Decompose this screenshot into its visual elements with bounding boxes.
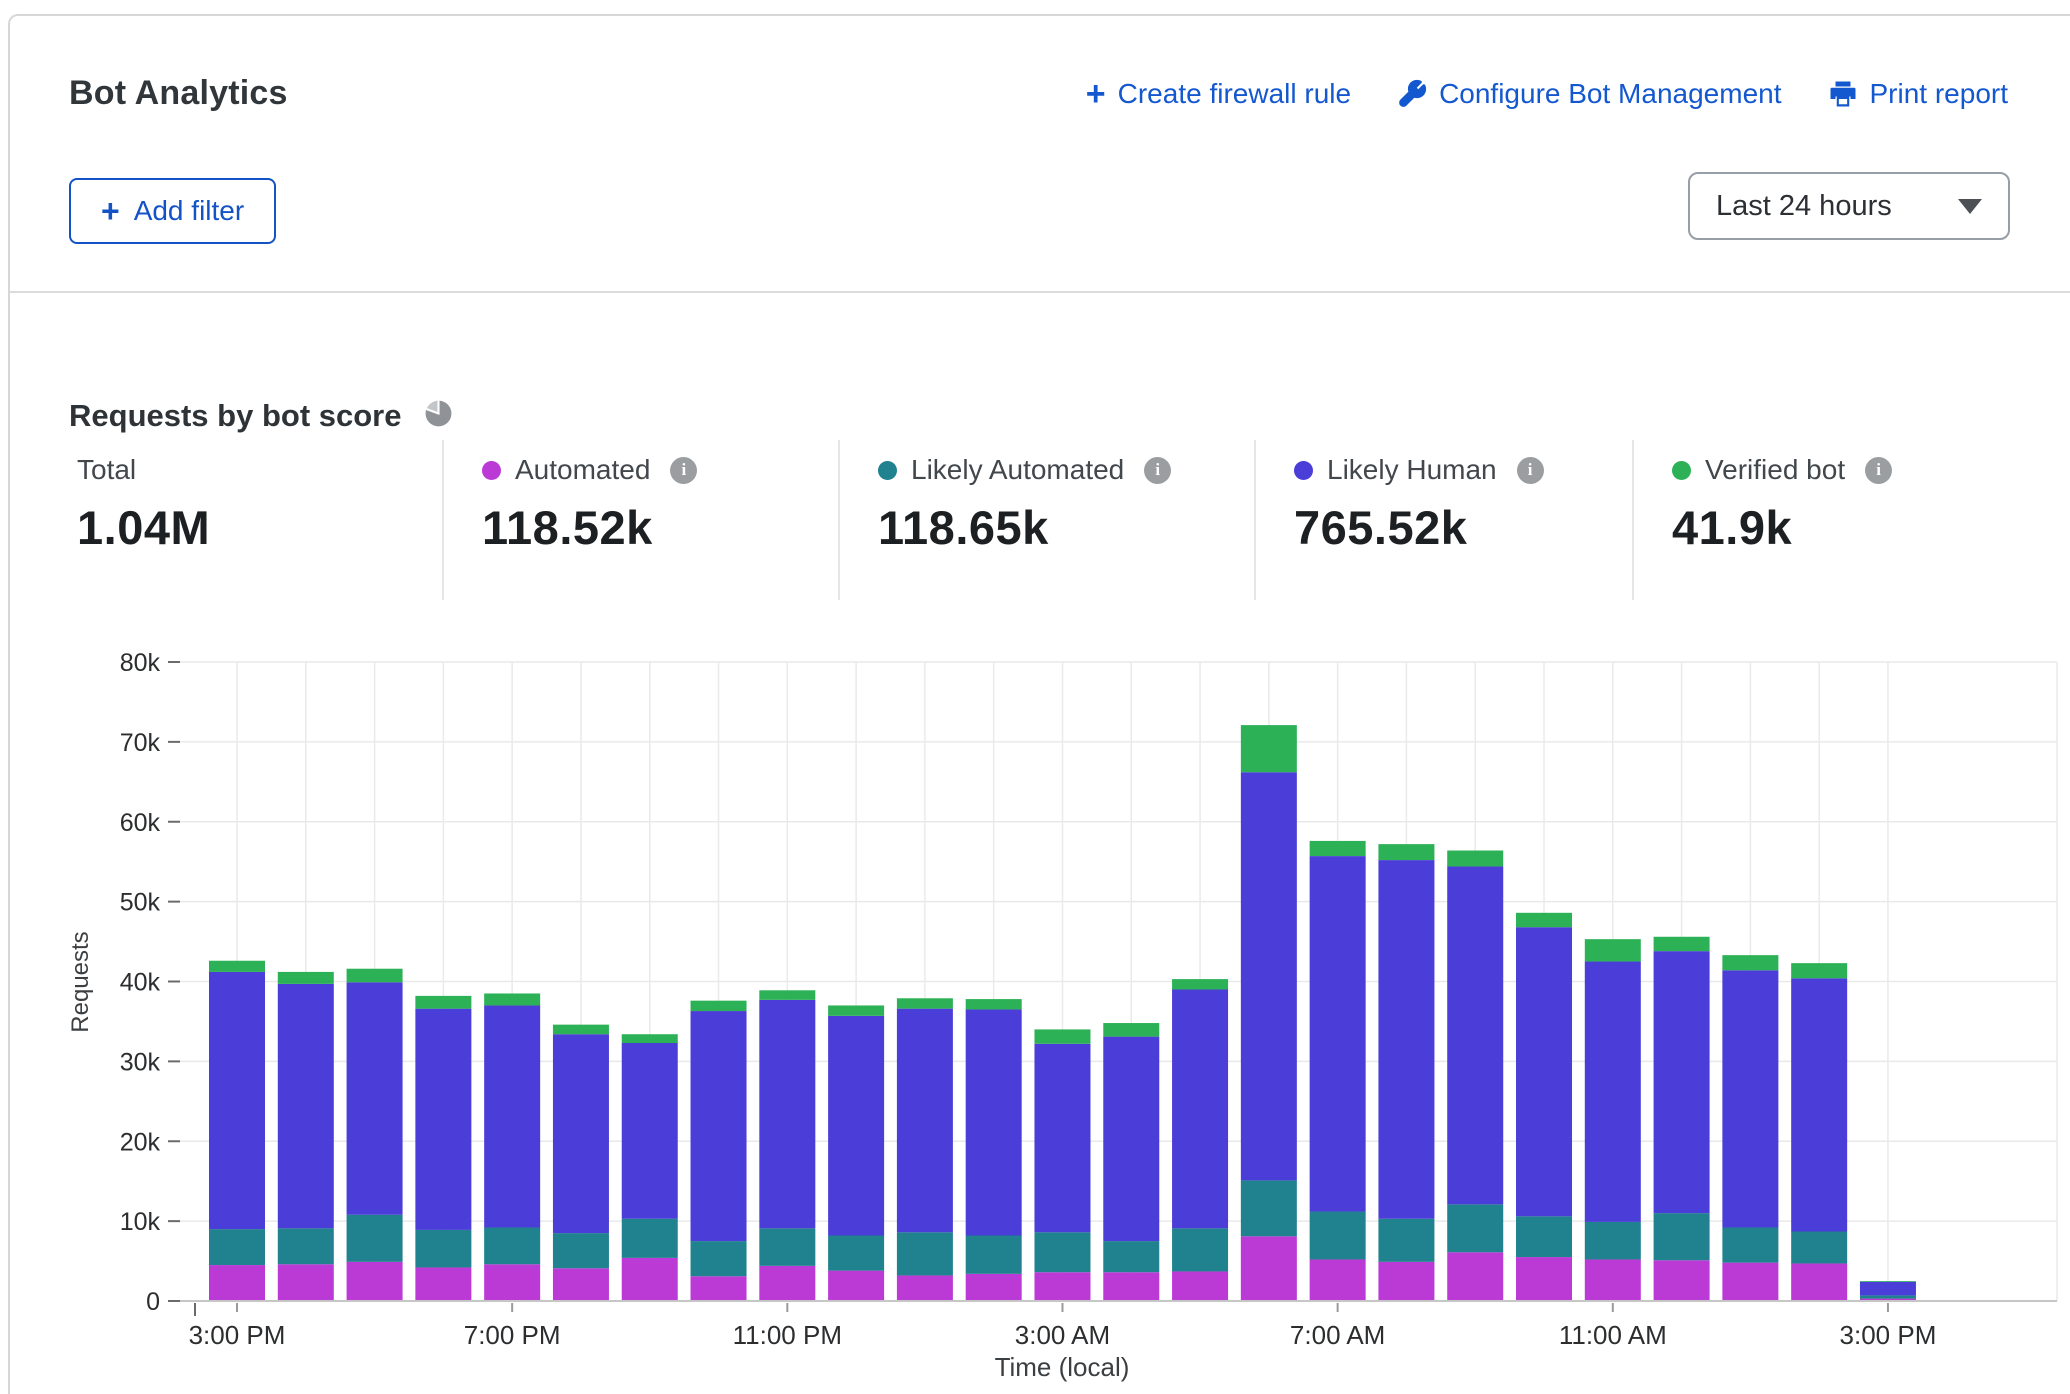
stat-likely-automated-value: 118.65k xyxy=(878,500,1171,555)
stat-automated-value: 118.52k xyxy=(482,500,697,555)
configure-bot-management-link[interactable]: Configure Bot Management xyxy=(1397,78,1781,110)
stat-total-label: Total xyxy=(77,454,136,486)
section-divider xyxy=(10,291,2070,293)
printer-icon xyxy=(1828,79,1858,109)
likely-human-legend-dot xyxy=(1294,461,1313,480)
stat-likely-automated-label: Likely Automated xyxy=(911,454,1124,486)
stat-verified-bot-value: 41.9k xyxy=(1672,500,1892,555)
create-firewall-rule-link[interactable]: + Create firewall rule xyxy=(1086,78,1351,110)
section-title: Requests by bot score xyxy=(69,398,401,434)
wrench-icon xyxy=(1397,79,1427,109)
stat-verified-bot: Verified bot i 41.9k xyxy=(1672,454,1892,555)
info-icon[interactable]: i xyxy=(1865,457,1892,484)
stat-automated-label: Automated xyxy=(515,454,650,486)
chevron-down-icon xyxy=(1958,199,1982,214)
stats-row: Total 1.04M Automated i 118.52k Likely A… xyxy=(0,440,2070,620)
pie-chart-icon xyxy=(423,398,454,434)
stat-total: Total 1.04M xyxy=(77,454,210,555)
plus-icon: + xyxy=(1086,80,1106,108)
add-filter-button[interactable]: + Add filter xyxy=(69,178,276,244)
create-firewall-rule-label: Create firewall rule xyxy=(1118,78,1351,110)
plus-icon: + xyxy=(101,197,120,225)
likely-automated-legend-dot xyxy=(878,461,897,480)
section-title-row: Requests by bot score xyxy=(69,398,454,434)
stat-total-value: 1.04M xyxy=(77,500,210,555)
stat-likely-human: Likely Human i 765.52k xyxy=(1294,454,1544,555)
stat-automated: Automated i 118.52k xyxy=(482,454,697,555)
stat-separator xyxy=(1254,440,1256,600)
stat-likely-human-value: 765.52k xyxy=(1294,500,1544,555)
info-icon[interactable]: i xyxy=(1144,457,1171,484)
header-actions: + Create firewall rule Configure Bot Man… xyxy=(1086,78,2008,110)
print-report-link[interactable]: Print report xyxy=(1828,78,2009,110)
stat-likely-human-label: Likely Human xyxy=(1327,454,1497,486)
time-range-dropdown[interactable]: Last 24 hours xyxy=(1688,172,2010,240)
stat-separator xyxy=(1632,440,1634,600)
stat-likely-automated: Likely Automated i 118.65k xyxy=(878,454,1171,555)
info-icon[interactable]: i xyxy=(670,457,697,484)
verified-bot-legend-dot xyxy=(1672,461,1691,480)
add-filter-label: Add filter xyxy=(134,195,245,227)
stat-verified-bot-label: Verified bot xyxy=(1705,454,1845,486)
print-report-label: Print report xyxy=(1870,78,2009,110)
automated-legend-dot xyxy=(482,461,501,480)
time-range-value: Last 24 hours xyxy=(1716,190,1892,223)
info-icon[interactable]: i xyxy=(1517,457,1544,484)
configure-bot-management-label: Configure Bot Management xyxy=(1439,78,1781,110)
page-title: Bot Analytics xyxy=(69,74,288,113)
stat-separator xyxy=(838,440,840,600)
stat-separator xyxy=(442,440,444,600)
